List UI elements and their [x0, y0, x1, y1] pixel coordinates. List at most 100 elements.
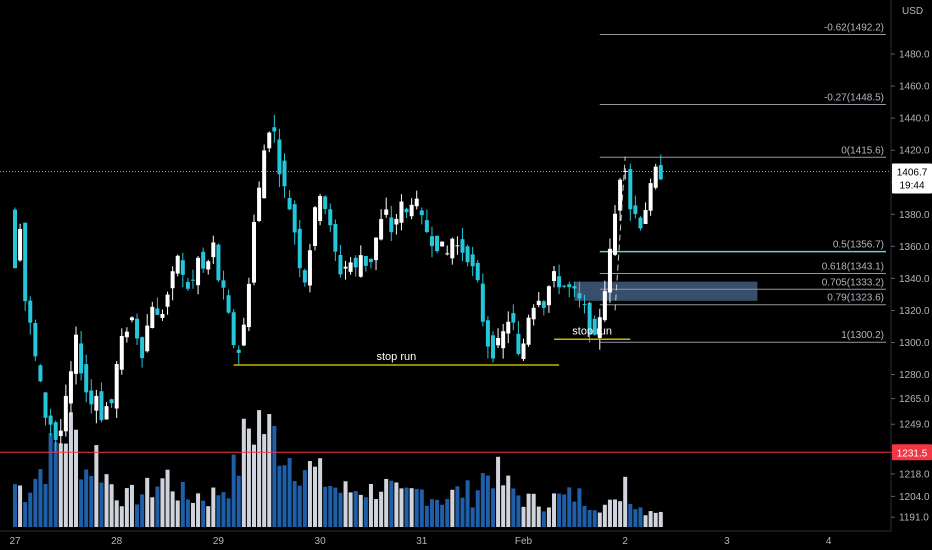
candle-body — [409, 204, 414, 217]
volume-bar — [526, 493, 531, 527]
price-tick-label: 1320.0 — [899, 306, 930, 317]
candle-body — [526, 317, 531, 345]
candle-body — [567, 284, 572, 288]
volume-bar — [155, 486, 160, 527]
price-tick-label: 1249.0 — [899, 420, 930, 431]
candle-body — [557, 276, 562, 288]
volume-bar — [394, 482, 399, 527]
candle-body — [460, 239, 465, 253]
volume-bar — [165, 469, 170, 527]
volume-bar — [648, 511, 653, 527]
volume-bar — [196, 493, 201, 527]
last-price-value: 1406.7 — [897, 168, 928, 179]
candle-body — [297, 228, 302, 269]
candle-body — [582, 304, 587, 306]
time-axis[interactable]: 27 28 29 30 31 Feb 2 3 4 — [0, 530, 891, 547]
volume-bar — [211, 487, 216, 527]
time-tick-label: 28 — [111, 536, 123, 547]
candle-body — [394, 218, 399, 225]
candle-body — [536, 300, 541, 306]
time-tick-label: Feb — [515, 536, 533, 547]
volume-bar — [68, 412, 73, 527]
volume-bar — [18, 485, 23, 527]
red-level-badge — [892, 444, 932, 461]
candle-body — [155, 308, 160, 315]
volume-bar — [231, 454, 236, 527]
candle-body — [74, 334, 79, 374]
red-level-value: 1231.5 — [897, 448, 928, 459]
candle-body — [628, 169, 633, 210]
candle-body — [572, 286, 577, 289]
volume-bar — [490, 488, 495, 527]
fib-level-label: 0.79(1323.6) — [827, 293, 884, 304]
candle-body — [602, 291, 607, 321]
fib-level-label: 0.5(1356.7) — [833, 240, 884, 251]
volume-bar — [262, 434, 267, 527]
time-tick-label: 31 — [416, 536, 428, 547]
candle-body — [623, 170, 628, 172]
volume-bar — [455, 486, 460, 527]
volume-bar — [562, 494, 567, 527]
candle-body — [43, 392, 48, 418]
volume-bar — [328, 485, 333, 527]
volume-bar — [175, 500, 180, 527]
volume-bar — [246, 428, 251, 527]
candle-body — [363, 256, 368, 266]
volume-bar — [180, 482, 185, 527]
candle-body — [318, 195, 323, 222]
candles-layer — [13, 114, 663, 452]
fibonacci-layer[interactable]: -0.62(1492.2) -0.27(1448.5) 0(1415.6) 0.5(1… — [599, 23, 886, 343]
volume-bar — [658, 511, 663, 527]
candle-body — [124, 331, 129, 338]
volume-bar — [460, 497, 465, 527]
candle-body — [353, 257, 358, 268]
volume-bar — [567, 487, 572, 527]
volume-bar — [653, 512, 658, 527]
volume-bar — [404, 487, 409, 527]
candle-body — [13, 209, 17, 269]
candle-body — [338, 254, 343, 275]
candle-body — [216, 244, 221, 281]
volume-bar — [58, 443, 63, 527]
ote-zone[interactable] — [574, 281, 758, 301]
candle-body — [633, 205, 638, 215]
volume-bar — [145, 477, 150, 527]
candle-body — [221, 280, 226, 288]
candle-body — [343, 266, 348, 269]
candle-body — [516, 333, 521, 354]
candle-body — [226, 295, 231, 313]
volume-bar — [348, 492, 353, 527]
volume-bar — [592, 510, 597, 527]
candle-body — [618, 179, 623, 211]
projection-line[interactable] — [614, 156, 626, 311]
candle-body — [333, 224, 338, 252]
candle-body — [267, 132, 272, 149]
last-price-badge — [892, 163, 932, 194]
fib-level-label: 0.618(1343.1) — [822, 261, 884, 272]
candle-body — [236, 349, 241, 353]
candle-body — [485, 320, 490, 347]
volume-bar — [216, 495, 221, 527]
volume-bar — [470, 507, 475, 527]
candle-body — [597, 317, 602, 338]
currency-label[interactable]: USD — [902, 6, 923, 17]
volume-bar — [399, 488, 404, 527]
volume-bar — [302, 470, 307, 527]
time-tick-label: 29 — [213, 536, 225, 547]
candle-body — [414, 198, 419, 207]
volume-bar — [282, 465, 287, 527]
candle-body — [577, 293, 582, 299]
volume-bar — [475, 490, 480, 527]
volume-bar — [28, 492, 33, 527]
candle-body — [150, 306, 155, 329]
candle-body — [287, 197, 292, 210]
candle-body — [104, 406, 109, 420]
bar-countdown: 19:44 — [899, 181, 924, 192]
candle-body — [562, 285, 567, 287]
annotations-layer[interactable]: stop run stop run — [233, 156, 631, 366]
volume-bar — [445, 499, 450, 527]
volume-bar — [409, 488, 414, 527]
volume-bar — [318, 458, 323, 527]
